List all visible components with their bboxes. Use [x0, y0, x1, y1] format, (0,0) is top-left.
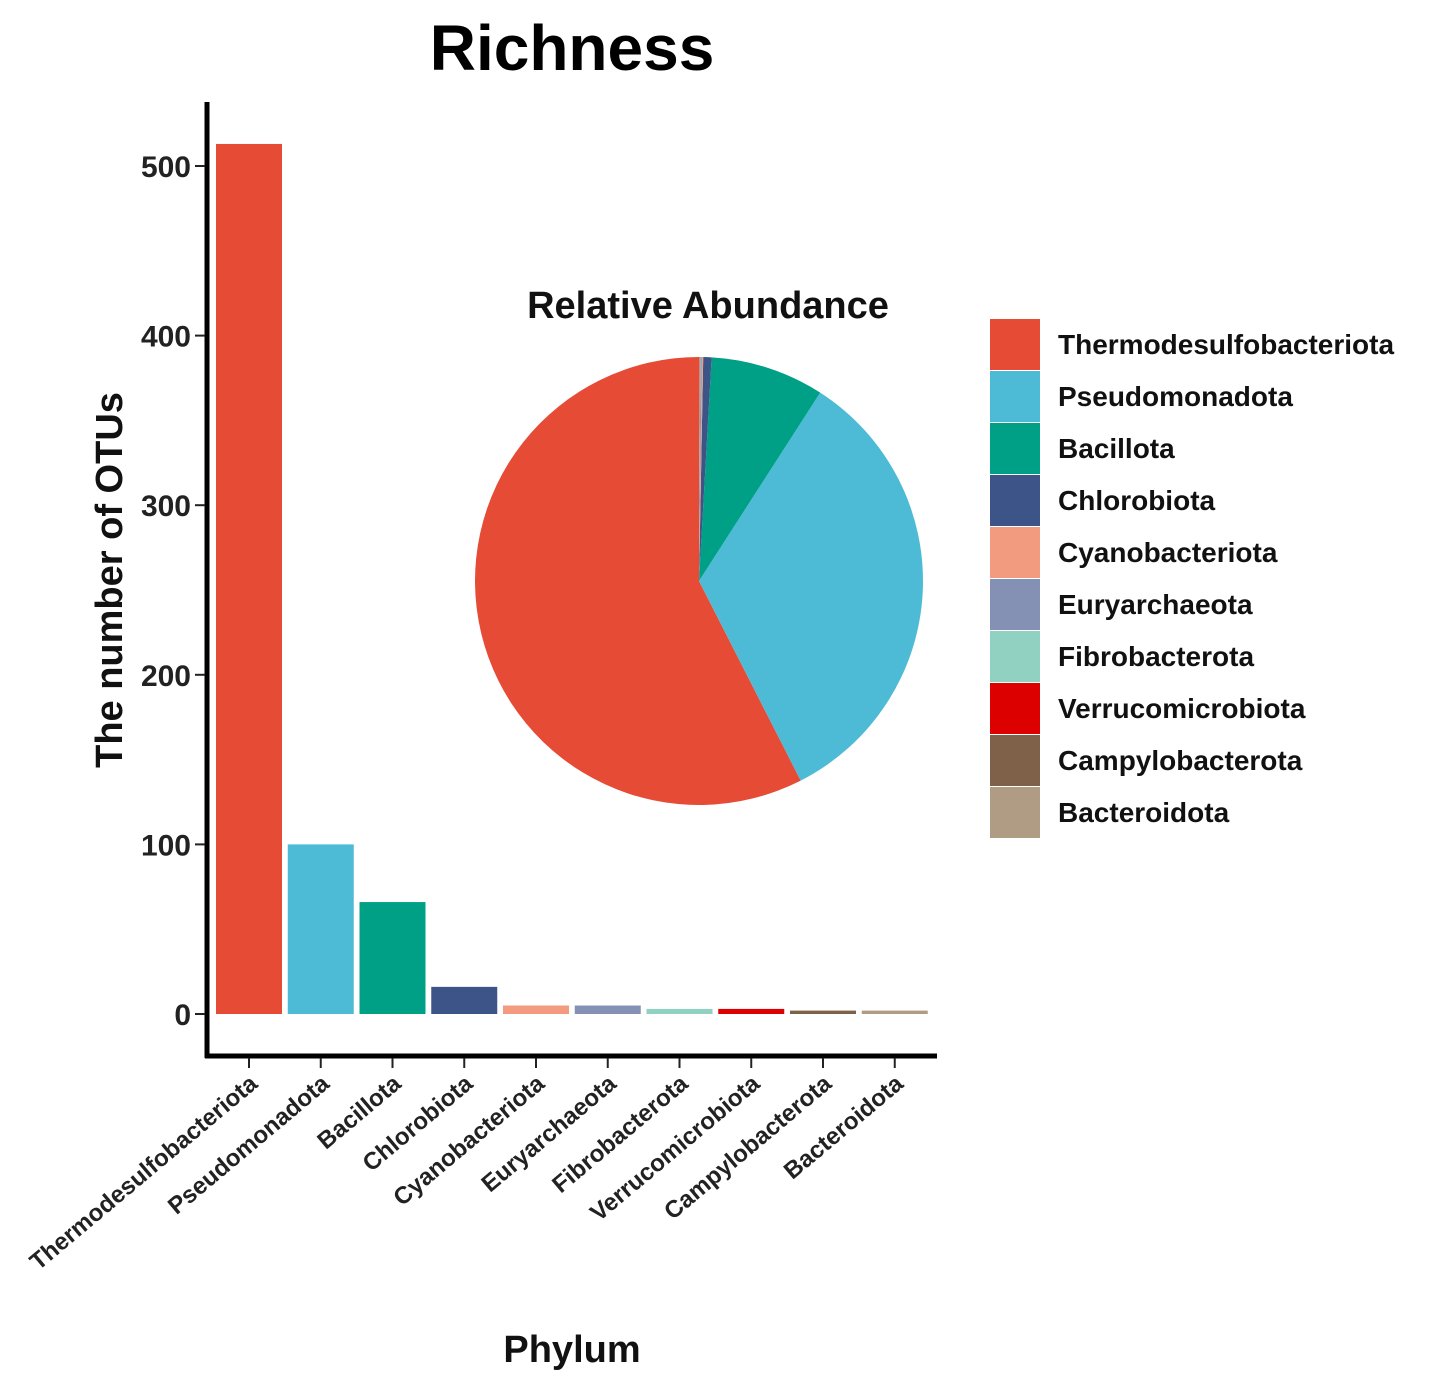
pie-slice-euryarchaeota: [699, 357, 702, 581]
bar-euryarchaeota: [574, 1005, 641, 1014]
legend-swatch: [990, 683, 1040, 734]
legend-swatch: [990, 735, 1040, 786]
y-axis-title: The number of OTUs: [89, 392, 131, 768]
legend-swatch: [990, 475, 1040, 526]
legend-label: Cyanobacteriota: [1058, 537, 1278, 568]
pie-slice-fibrobacterota: [699, 356, 701, 581]
legend-swatch: [990, 371, 1040, 422]
pie-slice-verrucomicrobiota: [699, 356, 700, 581]
legend-label: Chlorobiota: [1058, 485, 1216, 516]
bar-cyanobacteriota: [503, 1005, 569, 1014]
pie-slice-thermodesulfobacteriota: [475, 357, 801, 806]
bar-verrucomicrobiota: [718, 1008, 785, 1014]
bar-pseudomonadota: [287, 844, 354, 1014]
pie-slice-chlorobiota: [699, 357, 712, 581]
pie-title: Relative Abundance: [527, 285, 889, 327]
y-tick-label: 300: [141, 490, 191, 523]
y-tick-label: 500: [141, 151, 191, 184]
legend-label: Pseudomonadota: [1058, 381, 1293, 412]
pie-slice-cyanobacteriota: [699, 357, 704, 581]
legend-swatch: [990, 631, 1040, 682]
legend-label: Bacillota: [1058, 433, 1175, 464]
legend-label: Verrucomicrobiota: [1058, 693, 1306, 724]
y-tick-label: 0: [174, 999, 191, 1032]
y-tick-label: 200: [141, 660, 191, 693]
legend-swatch: [990, 319, 1040, 370]
legend-swatch: [990, 527, 1040, 578]
legend-label: Thermodesulfobacteriota: [1058, 329, 1394, 360]
pie-slice-pseudomonadota: [699, 392, 924, 781]
pie-plot: [475, 356, 924, 806]
pie-slice-bacillota: [699, 357, 821, 581]
legend-label: Euryarchaeota: [1058, 589, 1253, 620]
legend-label: Campylobacterota: [1058, 745, 1303, 776]
bar-thermodesulfobacteriota: [216, 143, 282, 1014]
bar-chlorobiota: [431, 986, 498, 1014]
legend-swatch: [990, 423, 1040, 474]
chart-title: Richness: [430, 12, 715, 84]
y-tick-label: 100: [141, 829, 191, 862]
legend-swatch: [990, 787, 1040, 838]
bar-campylobacterota: [790, 1010, 856, 1014]
legend-label: Fibrobacterota: [1058, 641, 1254, 672]
bar-fibrobacterota: [646, 1008, 713, 1014]
legend-label: Bacteroidota: [1058, 797, 1230, 828]
bar-bacteroidota: [861, 1010, 928, 1014]
y-tick-label: 400: [141, 321, 191, 354]
legend: Thermodesulfobacteriota Pseudomonadota Bac…: [990, 319, 1394, 838]
legend-swatch: [990, 579, 1040, 630]
x-axis-title: Phylum: [503, 1329, 640, 1371]
bar-bacillota: [359, 902, 426, 1014]
